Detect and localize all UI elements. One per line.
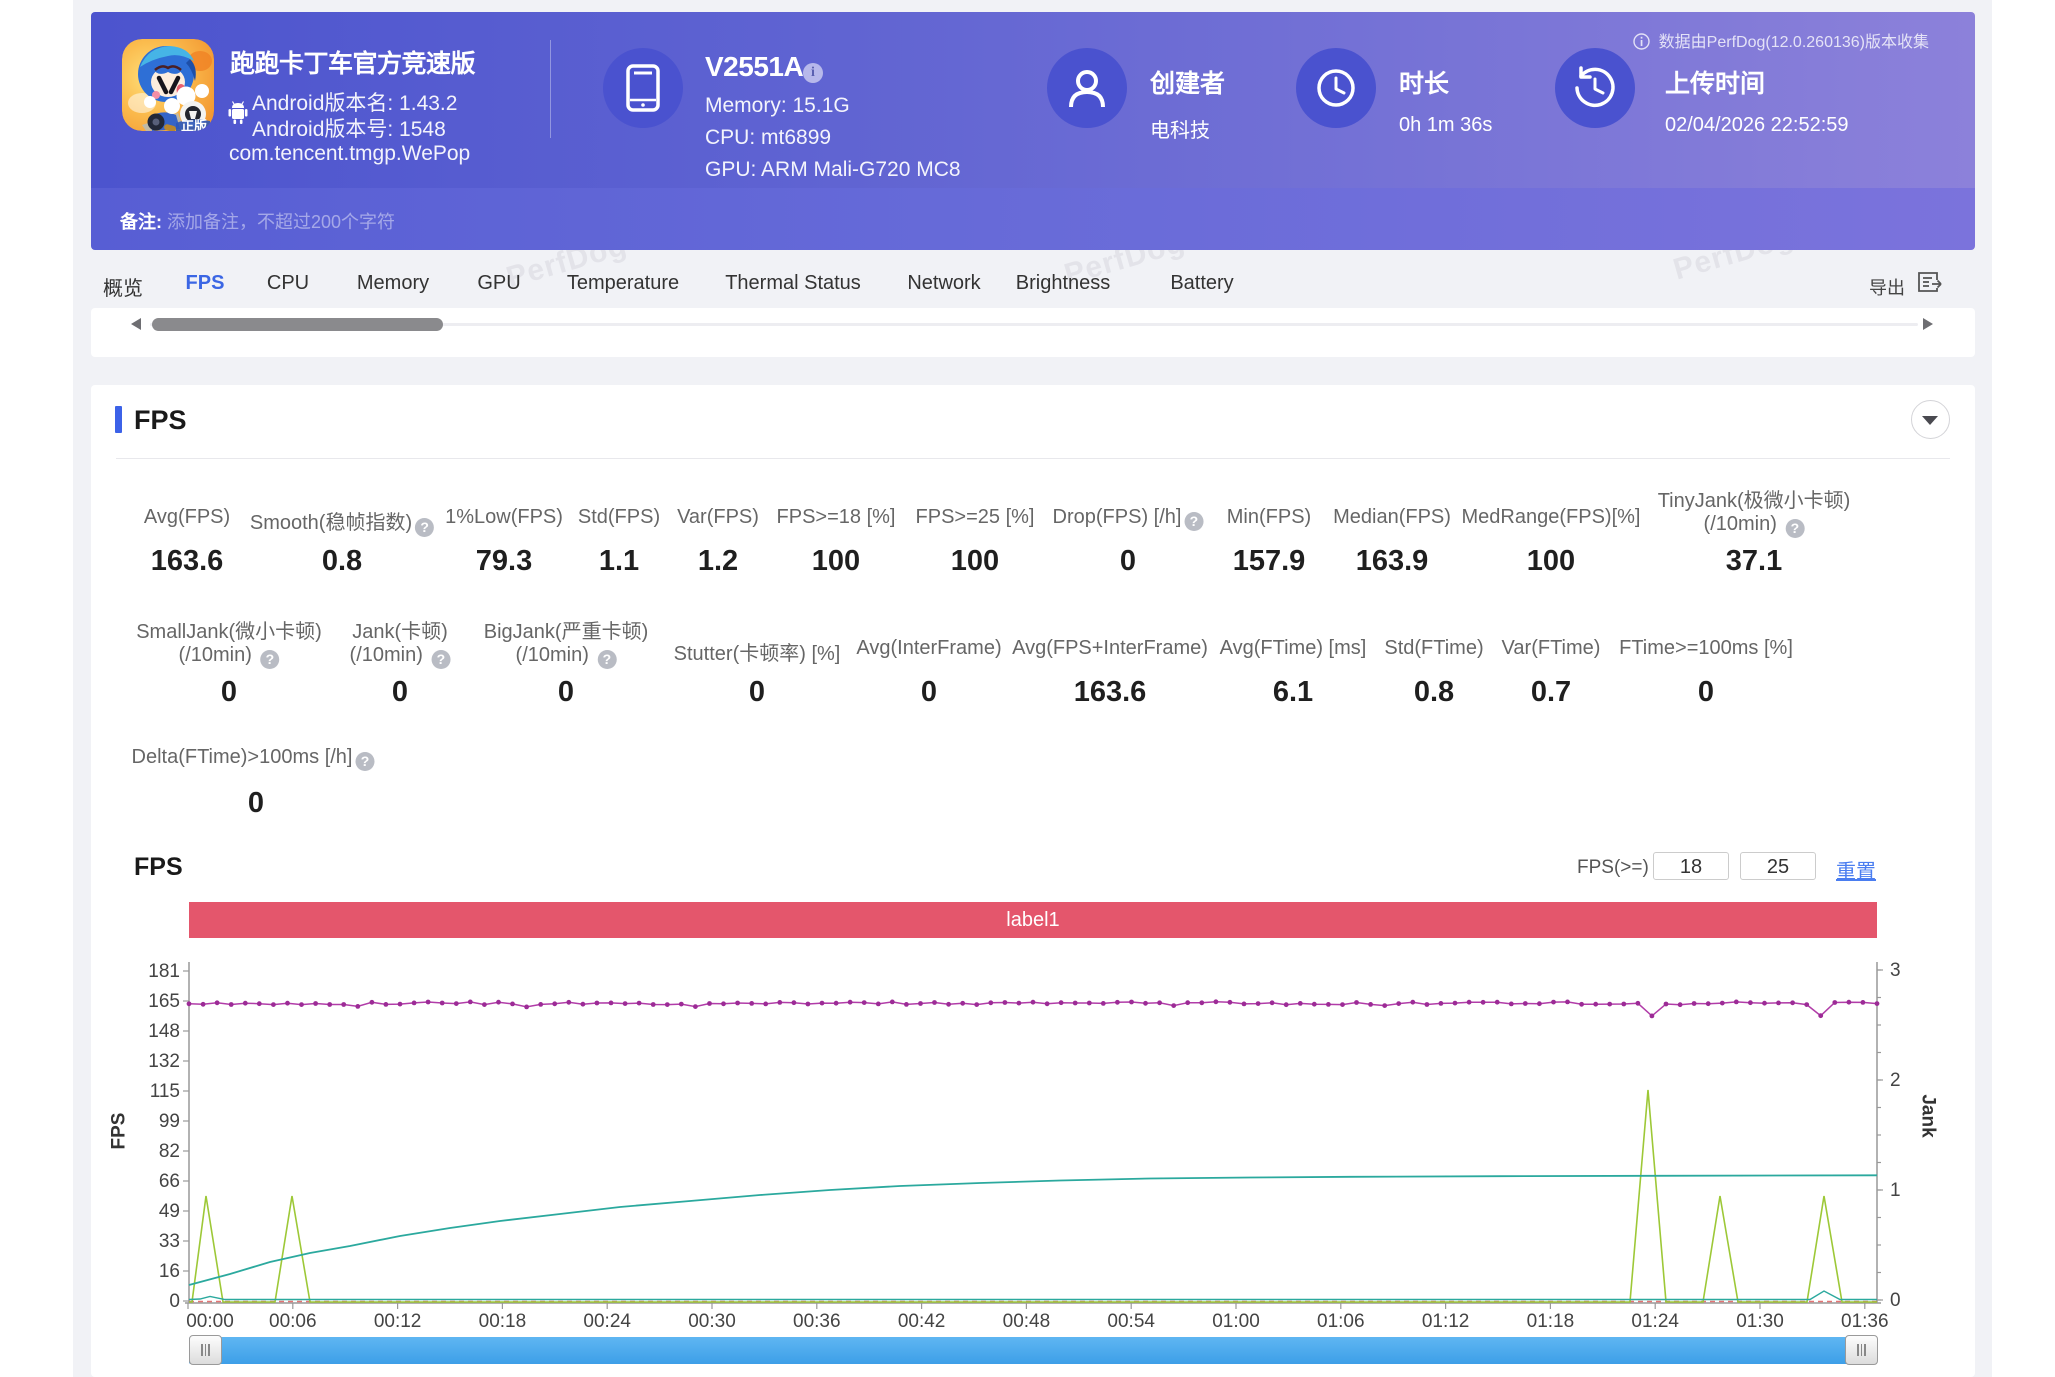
- svg-text:82: 82: [159, 1141, 180, 1162]
- svg-text:00:36: 00:36: [793, 1311, 841, 1332]
- svg-text:115: 115: [150, 1081, 180, 1102]
- svg-text:00:18: 00:18: [479, 1311, 527, 1332]
- svg-text:49: 49: [159, 1201, 180, 1222]
- svg-text:00:54: 00:54: [1107, 1311, 1155, 1332]
- svg-text:0: 0: [1890, 1290, 1901, 1311]
- svg-text:99: 99: [159, 1111, 180, 1132]
- svg-text:01:24: 01:24: [1631, 1311, 1679, 1332]
- svg-text:33: 33: [159, 1231, 180, 1252]
- svg-text:00:42: 00:42: [898, 1311, 946, 1332]
- svg-text:0: 0: [169, 1291, 180, 1312]
- svg-text:00:00: 00:00: [186, 1311, 234, 1332]
- svg-text:正版: 正版: [181, 119, 207, 132]
- svg-text:00:48: 00:48: [1003, 1311, 1051, 1332]
- svg-text:01:36: 01:36: [1841, 1311, 1889, 1332]
- svg-text:66: 66: [159, 1171, 180, 1192]
- svg-text:00:12: 00:12: [374, 1311, 422, 1332]
- svg-text:148: 148: [148, 1021, 180, 1042]
- svg-text:132: 132: [148, 1051, 180, 1072]
- svg-text:01:06: 01:06: [1317, 1311, 1365, 1332]
- svg-text:00:30: 00:30: [688, 1311, 736, 1332]
- svg-text:01:30: 01:30: [1736, 1311, 1784, 1332]
- svg-text:01:18: 01:18: [1527, 1311, 1575, 1332]
- svg-text:01:12: 01:12: [1422, 1311, 1470, 1332]
- svg-text:2: 2: [1890, 1070, 1901, 1091]
- svg-text:00:06: 00:06: [269, 1311, 317, 1332]
- svg-text:165: 165: [148, 991, 180, 1012]
- svg-text:00:24: 00:24: [583, 1311, 631, 1332]
- svg-text:01:00: 01:00: [1212, 1311, 1260, 1332]
- svg-text:1: 1: [1890, 1180, 1901, 1201]
- svg-text:181: 181: [148, 961, 180, 982]
- svg-text:3: 3: [1890, 960, 1901, 981]
- svg-text:16: 16: [159, 1261, 180, 1282]
